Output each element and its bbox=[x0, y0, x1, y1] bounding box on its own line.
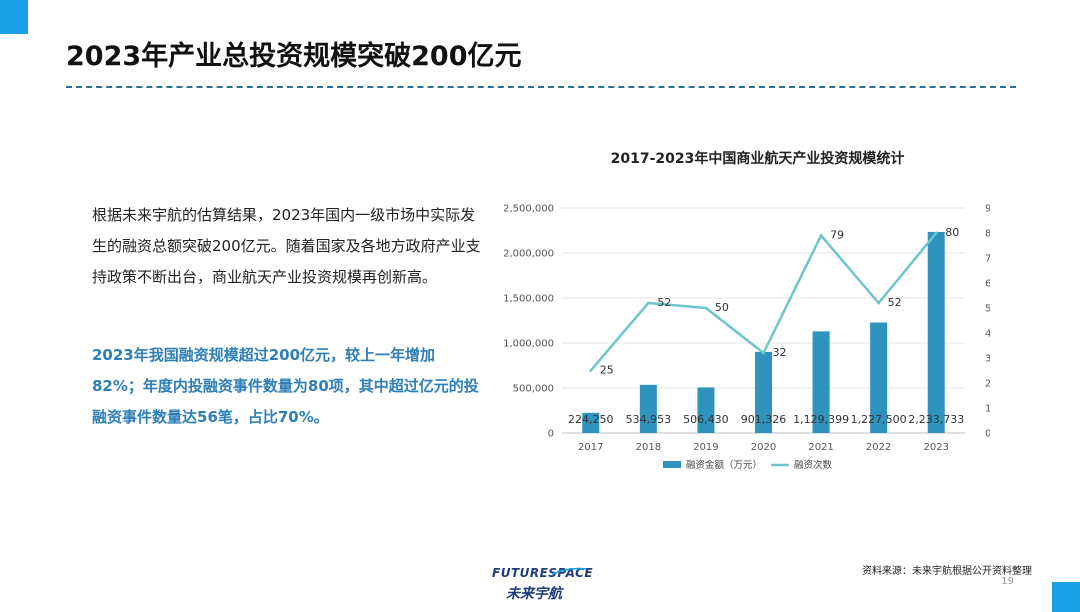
line-value-label: 32 bbox=[773, 346, 787, 359]
x-axis-tick-label: 2022 bbox=[866, 442, 891, 453]
right-axis-tick-label: 30 bbox=[985, 354, 990, 365]
bar-value-label: 1,129,399 bbox=[793, 413, 849, 426]
line-value-label: 25 bbox=[600, 364, 614, 377]
chart-title: 2017-2023年中国商业航天产业投资规模统计 bbox=[610, 151, 905, 167]
left-axis-tick-label: 0 bbox=[548, 429, 554, 440]
legend-swatch-bar bbox=[663, 461, 681, 468]
left-axis-tick-label: 2,000,000 bbox=[503, 249, 554, 260]
line-point bbox=[704, 306, 708, 310]
chart-axes: 0 500,000 1,000,000 1,500,000 2,000,000 2,500… bbox=[503, 204, 990, 454]
legend-label-count: 融资次数 bbox=[794, 459, 833, 471]
highlight-paragraph: 2023年我国融资规模超过200亿元，较上一年增加82%；年度内投融资事件数量为… bbox=[92, 346, 479, 426]
right-axis-tick-label: 70 bbox=[985, 254, 990, 265]
right-axis-tick-label: 90 bbox=[985, 204, 990, 215]
source-note: 资料来源：未来宇航根据公开资料整理 bbox=[862, 566, 1032, 577]
bar-value-label: 224,250 bbox=[568, 413, 614, 426]
left-axis-tick-label: 500,000 bbox=[513, 384, 554, 395]
chart-bars bbox=[582, 231, 945, 433]
line-point bbox=[934, 231, 938, 235]
line-point bbox=[762, 351, 765, 355]
x-axis-tick-label: 2018 bbox=[636, 442, 661, 453]
left-axis-tick-label: 1,000,000 bbox=[503, 339, 554, 350]
corner-accent-top-left bbox=[0, 0, 28, 34]
right-axis-tick-label: 40 bbox=[985, 329, 990, 340]
bar-value-label: 2,233,733 bbox=[908, 413, 964, 426]
title-divider bbox=[66, 86, 1016, 88]
line-point bbox=[589, 369, 593, 372]
line-point bbox=[877, 301, 881, 305]
x-axis-tick-label: 2017 bbox=[578, 442, 603, 453]
bar-value-label: 506,430 bbox=[683, 413, 729, 426]
bar bbox=[639, 384, 657, 433]
chart-data-labels: 224,250 534,953 506,430 901,326 1,129,399 1,2… bbox=[568, 226, 964, 426]
bar bbox=[870, 322, 888, 433]
right-axis-tick-label: 10 bbox=[985, 404, 990, 415]
futurespace-logo: FUTURESPACE 未来宇航 bbox=[492, 566, 593, 604]
logo-text-cn: 未来宇航 bbox=[506, 586, 562, 602]
bar-value-label: 1,227,500 bbox=[851, 413, 907, 426]
right-axis-tick-label: 50 bbox=[985, 304, 990, 315]
left-axis-tick-label: 2,500,000 bbox=[503, 204, 554, 215]
bar bbox=[812, 331, 830, 433]
right-axis-tick-label: 20 bbox=[985, 379, 990, 390]
logo-swoosh-icon bbox=[552, 567, 586, 575]
line-value-label: 52 bbox=[657, 296, 671, 309]
right-axis-tick-label: 60 bbox=[985, 279, 990, 290]
chart-line-series bbox=[589, 231, 938, 372]
legend-label-amount: 融资金额（万元） bbox=[686, 459, 762, 471]
line-value-label: 80 bbox=[945, 226, 959, 239]
body-paragraph: 根据未来宇航的估算结果，2023年国内一级市场中实际发生的融资总额突破200亿元… bbox=[92, 206, 481, 286]
line-point bbox=[646, 301, 650, 305]
right-axis-tick-label: 0 bbox=[985, 429, 990, 440]
bar bbox=[697, 387, 715, 433]
x-axis-tick-label: 2019 bbox=[693, 442, 718, 453]
line-point bbox=[819, 234, 823, 237]
chart-legend: 融资金额（万元） 融资次数 bbox=[663, 459, 833, 471]
slide-title: 2023年产业总投资规模突破200亿元 bbox=[66, 41, 522, 72]
line-value-label: 79 bbox=[830, 229, 844, 242]
corner-accent-bottom-right bbox=[1052, 582, 1080, 612]
bar bbox=[755, 351, 772, 433]
x-axis-tick-label: 2023 bbox=[923, 442, 948, 453]
right-axis-tick-label: 80 bbox=[985, 229, 990, 240]
left-axis-tick-label: 1,500,000 bbox=[503, 294, 554, 305]
bar-value-label: 901,326 bbox=[741, 413, 787, 426]
bar-value-label: 534,953 bbox=[626, 413, 672, 426]
line-value-label: 52 bbox=[888, 296, 902, 309]
x-axis-tick-label: 2021 bbox=[808, 442, 833, 453]
line-value-label: 50 bbox=[715, 301, 729, 314]
page-number: 19 bbox=[1001, 576, 1014, 587]
chart-grid bbox=[562, 207, 965, 434]
bar bbox=[927, 231, 945, 433]
investment-chart: 0 500,000 1,000,000 1,500,000 2,000,000 2,500… bbox=[503, 204, 990, 472]
bar bbox=[582, 412, 600, 433]
x-axis-tick-label: 2020 bbox=[751, 442, 776, 453]
